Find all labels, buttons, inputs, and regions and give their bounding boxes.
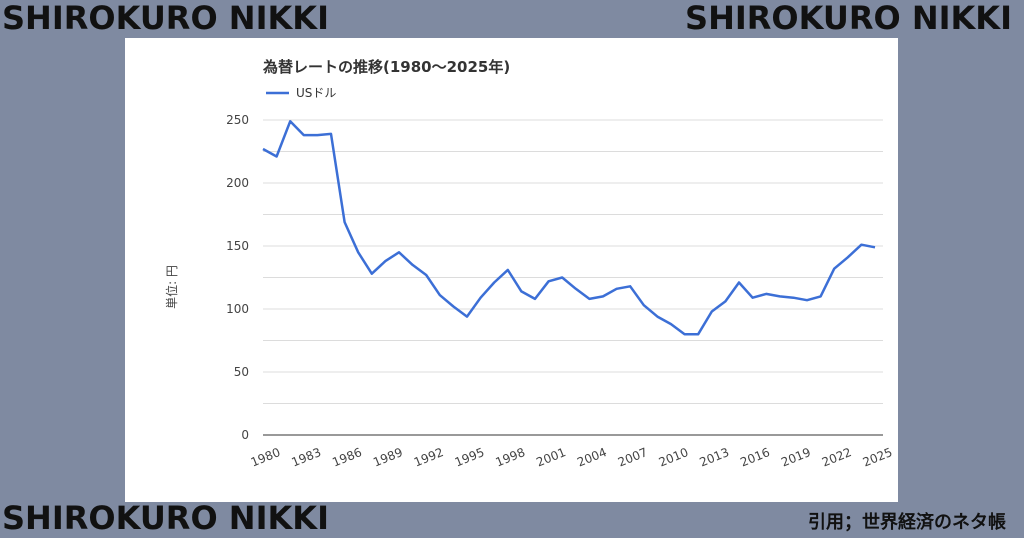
source-citation: 引用；世界経済のネタ帳 — [808, 512, 1006, 533]
x-tick-label: 1980 — [249, 445, 283, 469]
y-tick-label: 150 — [226, 239, 249, 253]
x-tick-label: 1995 — [453, 445, 487, 469]
x-axis-ticks: 1980 1983 1986 1989 1992 1995 1998 2001 2004 2007… — [249, 445, 895, 469]
y-tick-label: 250 — [226, 113, 249, 127]
x-tick-label: 2022 — [820, 445, 854, 469]
series-layer — [262, 120, 876, 336]
y-tick-label: 0 — [241, 428, 249, 442]
x-tick-label: 1998 — [494, 445, 528, 469]
brand-watermark-top-left: SHIROKURO NIKKI — [2, 0, 329, 37]
y-axis-ticks: 0 50 100 150 200 250 — [226, 113, 249, 442]
x-tick-label: 2001 — [534, 445, 568, 469]
x-tick-label: 1986 — [330, 445, 364, 469]
y-tick-label: 100 — [226, 302, 249, 316]
x-tick-label: 2010 — [657, 445, 691, 469]
x-tick-label: 2019 — [779, 445, 813, 469]
y-tick-label: 200 — [226, 176, 249, 190]
chart-title: 為替レートの推移(1980〜2025年) — [262, 58, 510, 76]
y-axis-title: 単位: 円 — [164, 265, 179, 309]
x-tick-label: 1983 — [290, 445, 324, 469]
x-tick-label: 1992 — [412, 445, 446, 469]
x-tick-label: 2004 — [575, 445, 609, 469]
brand-watermark-bottom-left: SHIROKURO NIKKI — [2, 499, 329, 537]
x-tick-label: 2013 — [698, 445, 732, 469]
x-tick-label: 2025 — [861, 445, 895, 469]
brand-watermark-top-right: SHIROKURO NIKKI — [685, 0, 1012, 37]
line-chart: 為替レートの推移(1980〜2025年) USドル 0 50 100 150 200 25… — [164, 58, 895, 470]
gridlines — [263, 119, 883, 436]
x-tick-label: 2007 — [616, 445, 650, 469]
x-tick-label: 1989 — [371, 445, 405, 469]
x-tick-label: 2016 — [738, 445, 772, 469]
series-line-usd — [262, 120, 876, 336]
legend-label-usd: USドル — [296, 86, 336, 100]
y-tick-label: 50 — [234, 365, 249, 379]
chart-panel: 為替レートの推移(1980〜2025年) USドル 0 50 100 150 200 25… — [125, 38, 898, 502]
